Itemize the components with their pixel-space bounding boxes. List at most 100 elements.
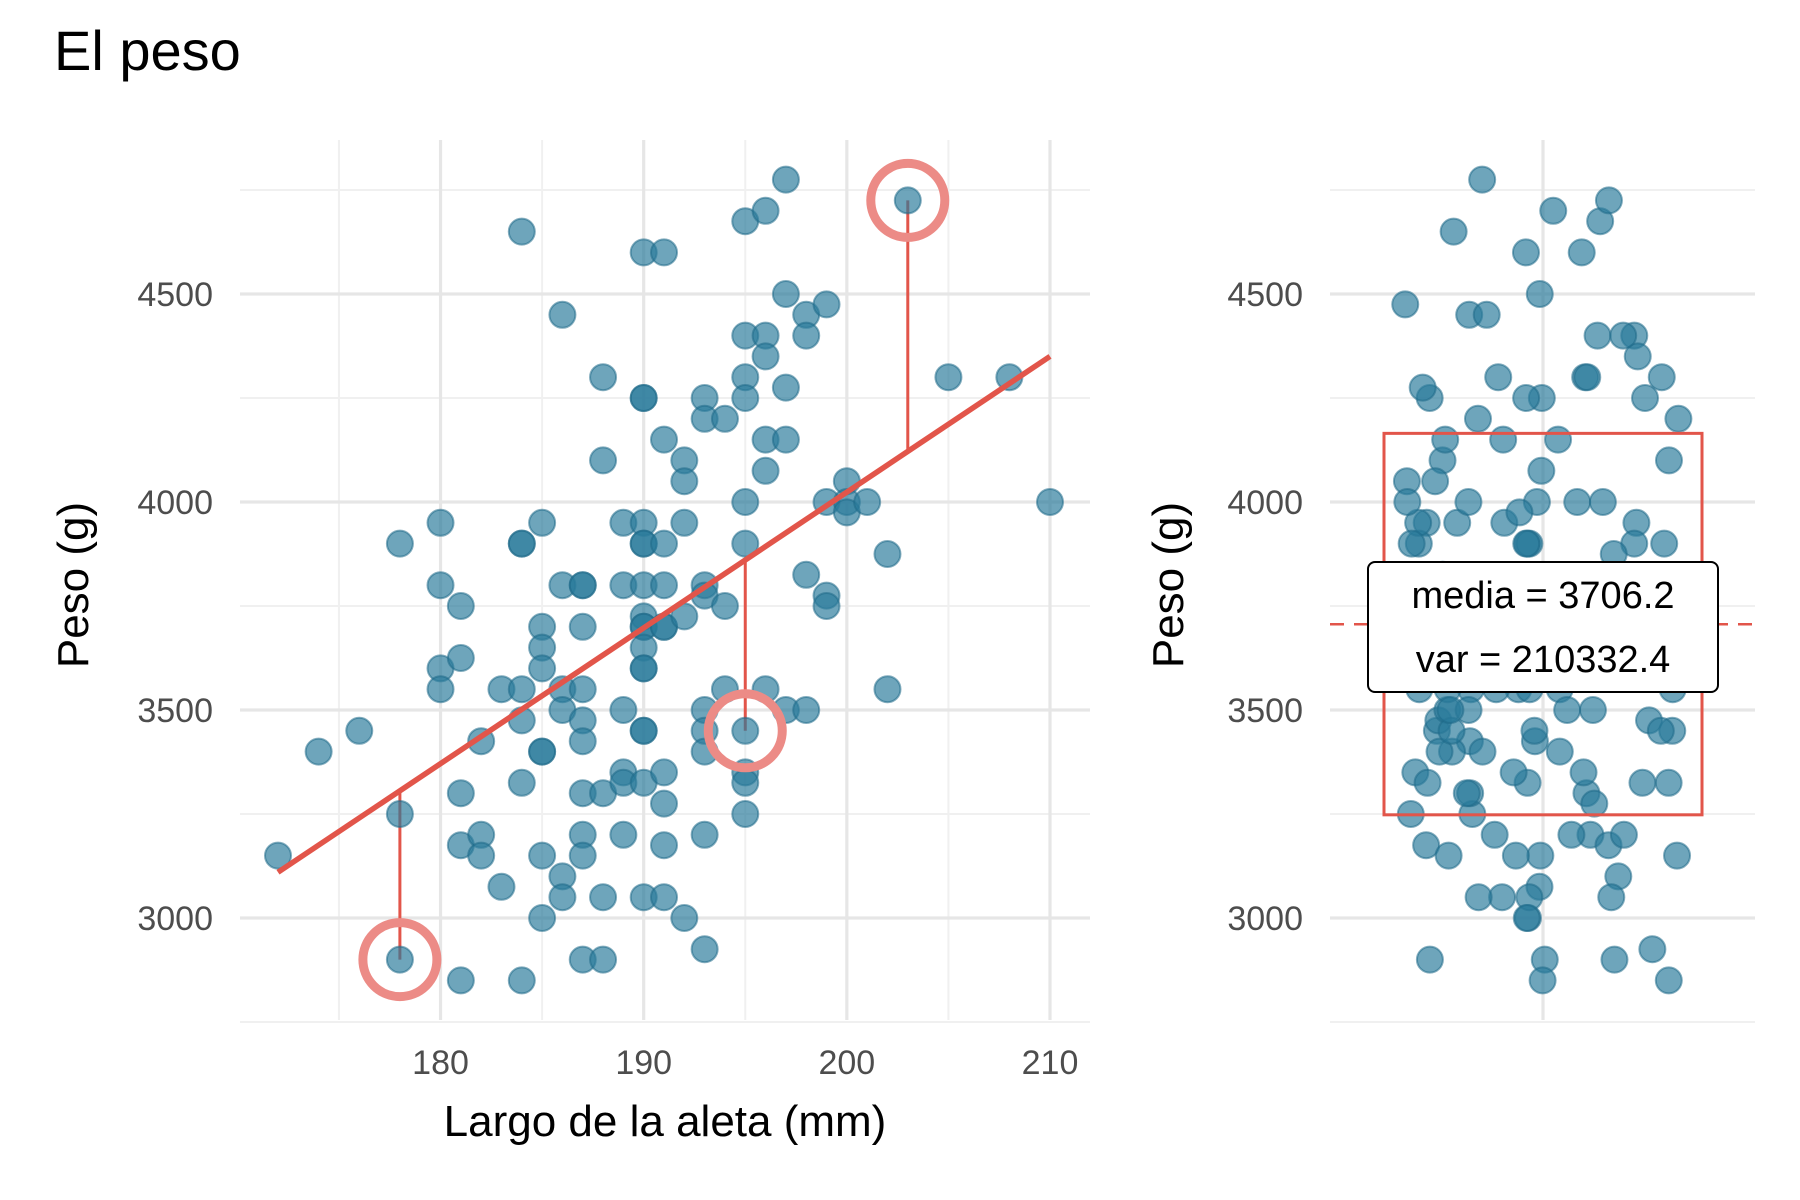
data-point bbox=[1501, 841, 1530, 870]
data-point bbox=[1484, 363, 1513, 392]
highlight-ring bbox=[358, 918, 442, 1002]
left-x-axis-label: Largo de la aleta (mm) bbox=[444, 1097, 887, 1146]
data-point bbox=[670, 904, 699, 932]
data-point bbox=[1623, 342, 1652, 371]
data-point bbox=[446, 592, 475, 620]
data-point bbox=[650, 883, 678, 912]
data-point bbox=[548, 883, 577, 912]
data-point bbox=[1431, 425, 1460, 454]
stats-label-box bbox=[1367, 561, 1719, 693]
data-point bbox=[731, 488, 760, 516]
data-point bbox=[385, 945, 414, 974]
data-point bbox=[1505, 498, 1534, 527]
data-point bbox=[1580, 789, 1609, 818]
data-point bbox=[1654, 768, 1683, 797]
data-point bbox=[1512, 384, 1541, 412]
data-point bbox=[1647, 363, 1676, 392]
data-point bbox=[934, 363, 963, 392]
data-point bbox=[1569, 758, 1598, 787]
data-point bbox=[426, 571, 455, 600]
data-point bbox=[1452, 779, 1481, 808]
data-point bbox=[568, 727, 597, 756]
data-point bbox=[1393, 488, 1422, 516]
data-point bbox=[1415, 945, 1444, 974]
data-point bbox=[731, 529, 760, 558]
data-point bbox=[812, 290, 841, 319]
data-point bbox=[731, 716, 760, 745]
left-panel-fit bbox=[276, 354, 1052, 875]
data-point bbox=[568, 571, 597, 600]
y-tick-label: 4500 bbox=[1227, 276, 1303, 314]
data-point bbox=[1499, 758, 1528, 787]
data-point bbox=[1557, 820, 1586, 849]
data-point bbox=[670, 467, 699, 496]
data-point bbox=[568, 841, 597, 870]
data-point bbox=[853, 488, 882, 516]
highlight-ring bbox=[703, 689, 787, 773]
data-point bbox=[1553, 696, 1582, 724]
data-point bbox=[1539, 196, 1568, 225]
left-panel-points bbox=[264, 165, 1064, 995]
data-point bbox=[446, 966, 475, 995]
data-point bbox=[467, 841, 496, 870]
data-point bbox=[1489, 425, 1518, 454]
data-point bbox=[1468, 165, 1497, 194]
data-point bbox=[1526, 841, 1555, 870]
data-point bbox=[873, 540, 902, 568]
variance-label: var = 210332.4 bbox=[1416, 639, 1671, 681]
data-point bbox=[650, 789, 678, 818]
data-point bbox=[1664, 404, 1693, 433]
data-point bbox=[1525, 280, 1554, 308]
data-point bbox=[1488, 883, 1517, 912]
data-point bbox=[1654, 966, 1683, 995]
data-point bbox=[1425, 737, 1454, 766]
data-point bbox=[751, 342, 780, 371]
right-y-axis-label: Peso (g) bbox=[1144, 502, 1193, 668]
data-point bbox=[1663, 841, 1692, 870]
data-point bbox=[507, 768, 536, 797]
data-point bbox=[1434, 841, 1463, 870]
data-point bbox=[792, 321, 821, 350]
data-point bbox=[568, 675, 597, 704]
data-point bbox=[528, 904, 557, 932]
y-tick-label: 3500 bbox=[1227, 692, 1303, 730]
data-point bbox=[1391, 290, 1420, 319]
data-point bbox=[731, 800, 760, 828]
left-panel-ticks: 180 190 200 210 3000 3500 4000 4500 bbox=[137, 276, 1078, 1082]
data-point bbox=[1588, 488, 1617, 516]
left-panel-highlights bbox=[358, 158, 950, 1002]
data-point bbox=[690, 820, 719, 849]
data-point bbox=[426, 675, 455, 704]
data-point bbox=[650, 758, 678, 787]
data-point bbox=[771, 373, 800, 402]
data-point bbox=[1646, 716, 1675, 745]
data-point bbox=[589, 446, 618, 475]
data-point bbox=[507, 675, 536, 704]
data-point bbox=[710, 404, 739, 433]
data-point bbox=[385, 529, 414, 558]
data-point bbox=[1412, 831, 1441, 860]
data-point bbox=[1628, 768, 1657, 797]
data-point bbox=[1638, 935, 1667, 964]
data-point bbox=[1454, 488, 1483, 516]
data-point bbox=[1421, 467, 1450, 496]
data-point bbox=[792, 696, 821, 724]
highlight-ring bbox=[866, 158, 950, 242]
data-point bbox=[771, 425, 800, 454]
data-point bbox=[1650, 529, 1679, 558]
data-point bbox=[1036, 488, 1064, 516]
data-point bbox=[528, 508, 557, 537]
left-y-axis-label: Peso (g) bbox=[49, 502, 98, 668]
data-point bbox=[568, 612, 597, 641]
x-tick-label: 210 bbox=[1022, 1044, 1079, 1082]
x-tick-label: 200 bbox=[818, 1044, 875, 1082]
chart-title: El peso bbox=[54, 19, 241, 82]
stats-label: media = 3706.2 var = 210332.4 bbox=[1367, 561, 1719, 693]
data-point bbox=[1609, 820, 1638, 849]
y-tick-label: 3000 bbox=[137, 900, 213, 938]
data-point bbox=[1439, 217, 1468, 246]
data-point bbox=[589, 883, 618, 912]
data-point bbox=[528, 654, 557, 683]
data-point bbox=[710, 592, 739, 620]
